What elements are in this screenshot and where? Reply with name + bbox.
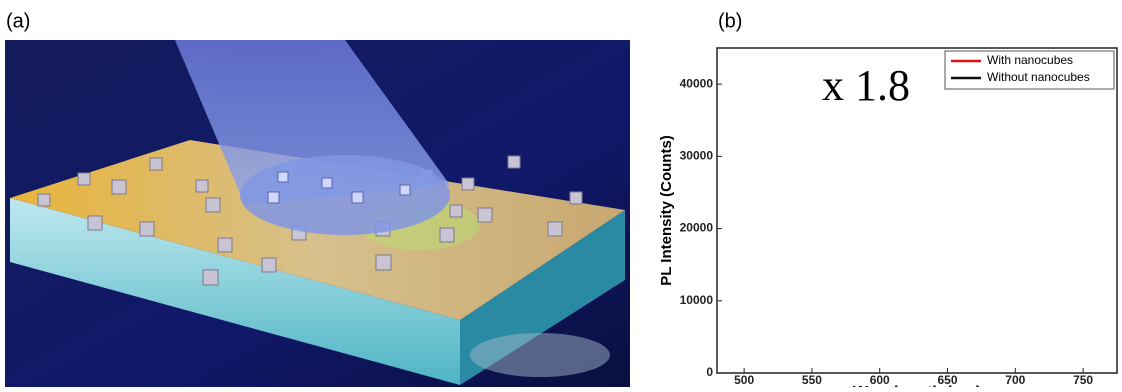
y-tick-label: 0 [706,365,713,379]
legend-label: Without nanocubes [987,70,1090,84]
panel-label: (a) [6,10,30,32]
legend-label: With nanocubes [987,53,1073,67]
x-tick-label: 750 [1073,373,1093,387]
y-tick-label: 10000 [680,293,714,307]
y-axis-label: PL Intensity (Counts) [658,135,675,286]
x-tick-label: 700 [1005,373,1025,387]
figure: (a) (b) 0 10000 20000 30000 40000 500 [0,0,1122,387]
page: {"panels": {"a": "(a)", "b": "(b)"}, "ch… [0,0,1122,387]
plot-frame [717,48,1117,373]
x-tick-label: 500 [734,373,754,387]
x-tick-label: 550 [802,373,822,387]
annotation: x 1.8 [822,61,910,110]
y-tick-label: 20000 [680,221,714,235]
panel-label: (b) [718,10,742,32]
chart: 010000200003000040000500550600650700750W… [658,48,1117,387]
y-tick-label: 40000 [680,76,714,90]
y-tick-label: 30000 [680,149,714,163]
illustration [5,40,630,387]
